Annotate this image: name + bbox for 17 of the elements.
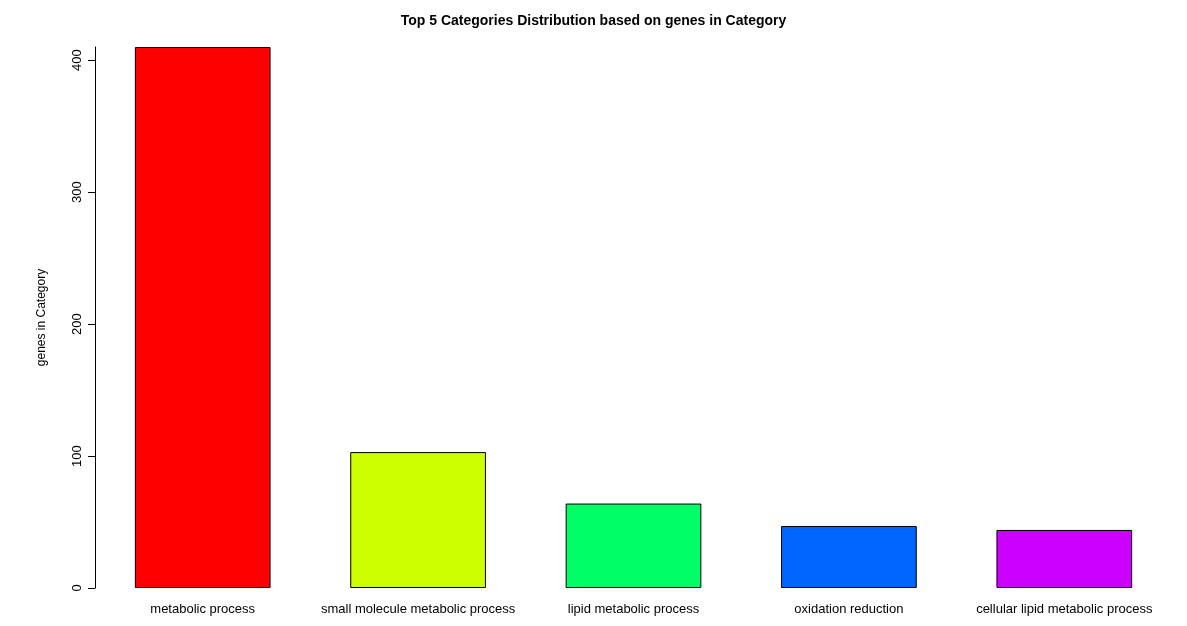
y-tick-label: 100 <box>69 445 84 467</box>
x-tick-label: oxidation reduction <box>794 601 904 616</box>
bar <box>565 503 702 588</box>
chart-title: Top 5 Categories Distribution based on genes in Category <box>400 12 787 28</box>
y-axis-title: genes in Category <box>34 268 48 367</box>
x-tick-label: cellular lipid metabolic process <box>976 601 1153 616</box>
y-tick-label: 0 <box>69 584 84 592</box>
y-tick-label: 200 <box>69 313 84 335</box>
y-tick-label: 400 <box>69 49 84 72</box>
bar <box>350 452 486 588</box>
bar <box>996 529 1133 588</box>
y-tick-label: 300 <box>69 181 84 203</box>
bar <box>134 47 271 588</box>
x-tick-label: metabolic process <box>150 601 256 616</box>
x-tick-label: lipid metabolic process <box>567 601 700 616</box>
x-tick-label: small molecule metabolic process <box>320 601 516 616</box>
bar <box>781 525 917 588</box>
